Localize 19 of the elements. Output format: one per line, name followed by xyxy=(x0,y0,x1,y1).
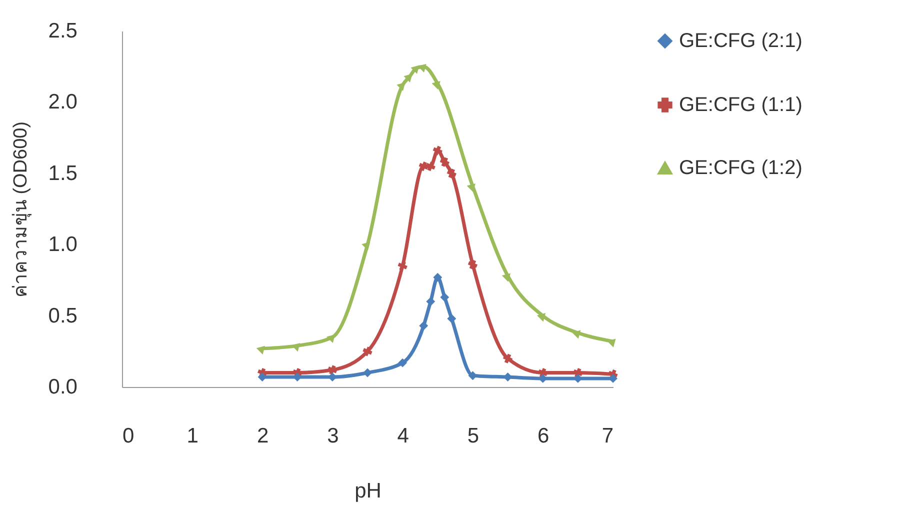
y-tick-label: 0.5 xyxy=(48,304,78,328)
x-tick-label: 4 xyxy=(397,424,410,448)
x-tick-label: 6 xyxy=(538,424,550,448)
legend-label: GE:CFG (1:1) xyxy=(679,94,802,116)
x-tick-label: 2 xyxy=(256,424,269,448)
y-tick-label: 2.0 xyxy=(48,90,78,114)
legend-label: GE:CFG (2:1) xyxy=(679,30,802,52)
x-tick-label: 7 xyxy=(602,424,614,448)
y-tick-label: 0.0 xyxy=(48,376,78,398)
x-axis-title: pH xyxy=(354,480,382,502)
y-axis-title: ค่าความขุ่น (OD600) xyxy=(10,121,32,298)
y-tick-label: 2.5 xyxy=(48,20,78,42)
y-tick-label: 1.0 xyxy=(48,233,78,256)
x-tick-label: 0 xyxy=(122,424,134,448)
y-tick-label: 1.5 xyxy=(48,162,78,185)
x-tick-label: 3 xyxy=(327,424,339,448)
x-tick-label: 1 xyxy=(186,424,198,448)
legend-label: GE:CFG (1:2) xyxy=(679,157,802,179)
x-tick-label: 5 xyxy=(467,424,480,448)
